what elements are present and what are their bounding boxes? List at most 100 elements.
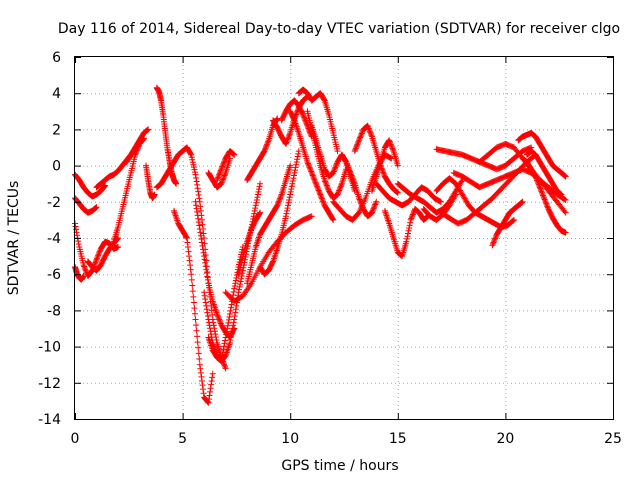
data-point xyxy=(323,182,330,189)
data-point xyxy=(336,187,343,194)
data-point xyxy=(285,199,292,206)
data-point xyxy=(200,390,207,397)
y-tick-label: -2 xyxy=(47,195,61,211)
data-point xyxy=(201,235,208,241)
data-point xyxy=(204,273,211,280)
data-point xyxy=(334,148,341,155)
data-point xyxy=(275,198,282,205)
data-point xyxy=(285,202,292,209)
data-point xyxy=(80,262,87,269)
data-point xyxy=(380,170,387,177)
data-point xyxy=(221,158,228,165)
data-point xyxy=(330,216,337,223)
data-point xyxy=(289,177,296,184)
data-point xyxy=(561,196,568,203)
data-point xyxy=(115,244,122,251)
data-point xyxy=(533,176,540,183)
data-point xyxy=(261,146,268,153)
data-point xyxy=(237,281,244,288)
series-track-5 xyxy=(84,235,122,274)
data-point xyxy=(331,167,338,174)
data-point xyxy=(338,182,345,189)
data-point xyxy=(198,216,205,223)
data-point xyxy=(350,176,357,183)
data-point xyxy=(290,172,297,179)
data-point xyxy=(204,399,211,406)
data-point xyxy=(242,256,249,263)
x-tick-label: 20 xyxy=(496,431,514,447)
data-point xyxy=(264,139,271,146)
data-point xyxy=(358,200,365,207)
data-point xyxy=(198,236,205,243)
data-point xyxy=(293,158,300,165)
series-track-23 xyxy=(257,148,302,278)
data-point xyxy=(205,316,212,323)
data-point xyxy=(535,180,542,187)
data-point xyxy=(349,175,356,182)
data-point xyxy=(369,208,376,215)
data-point xyxy=(535,181,542,188)
data-point xyxy=(316,188,323,195)
data-point xyxy=(346,168,353,175)
data-point xyxy=(232,306,239,313)
data-point xyxy=(230,322,237,329)
data-point xyxy=(238,273,245,280)
data-point xyxy=(293,161,300,168)
data-point xyxy=(265,138,272,145)
data-point xyxy=(404,233,411,240)
data-point xyxy=(231,285,238,292)
data-point xyxy=(290,116,297,123)
data-point xyxy=(373,198,380,205)
data-point xyxy=(344,163,351,170)
data-point xyxy=(318,194,325,201)
series-track-43 xyxy=(489,198,526,249)
data-point xyxy=(320,199,327,206)
data-point xyxy=(207,388,214,395)
data-point xyxy=(228,334,235,341)
data-point xyxy=(348,172,355,179)
data-point xyxy=(370,205,377,212)
data-point xyxy=(194,181,201,188)
data-point xyxy=(192,171,199,178)
data-point xyxy=(538,188,545,195)
data-point xyxy=(197,232,204,239)
data-point xyxy=(359,129,366,136)
y-tick-label: -12 xyxy=(38,376,61,392)
data-point xyxy=(209,311,216,318)
series-track-2 xyxy=(72,195,100,216)
data-point xyxy=(310,175,317,182)
data-point xyxy=(356,135,363,142)
series-track-15 xyxy=(201,244,246,365)
data-point xyxy=(542,199,549,206)
data-point xyxy=(217,168,224,175)
data-point xyxy=(358,130,365,137)
data-point xyxy=(292,164,299,171)
data-point xyxy=(193,175,200,182)
data-point xyxy=(371,202,378,209)
data-point xyxy=(380,169,387,176)
data-point xyxy=(277,194,284,201)
data-point xyxy=(193,178,200,185)
data-point xyxy=(351,148,358,155)
data-point xyxy=(228,304,235,311)
data-point xyxy=(205,396,212,403)
data-point xyxy=(394,162,401,169)
data-point xyxy=(335,188,342,195)
data-point xyxy=(291,169,298,176)
data-point xyxy=(216,171,223,178)
x-tick-label: 5 xyxy=(178,431,187,447)
data-point xyxy=(543,201,550,208)
data-point xyxy=(96,248,103,255)
data-point xyxy=(235,289,242,296)
data-point xyxy=(294,153,301,160)
data-point xyxy=(337,184,344,191)
data-point xyxy=(82,266,89,273)
data-series xyxy=(72,84,569,406)
data-point xyxy=(313,180,320,187)
data-point xyxy=(231,151,238,158)
series-track-27 xyxy=(295,86,341,155)
data-point xyxy=(533,174,540,181)
data-point xyxy=(370,206,377,213)
data-point xyxy=(202,263,209,270)
